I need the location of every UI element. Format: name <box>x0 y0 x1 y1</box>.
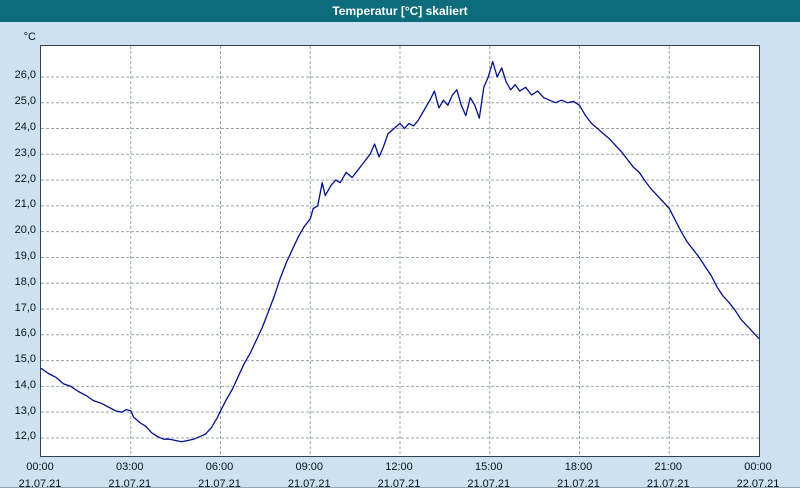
x-tick-time-label: 15:00 <box>474 461 503 473</box>
y-tick-label: 17,0 <box>14 301 36 314</box>
y-tick-label: 21,0 <box>14 198 36 211</box>
y-tick-label: 22,0 <box>14 172 36 185</box>
y-tick-label: 14,0 <box>14 378 36 391</box>
y-tick-label: 18,0 <box>14 275 36 288</box>
x-tick-time-label: 00:00 <box>744 461 772 473</box>
y-tick-label: 15,0 <box>14 353 36 366</box>
y-tick-label: 23,0 <box>14 146 36 159</box>
y-tick-label: 13,0 <box>14 404 36 417</box>
x-tick-time-label: 18:00 <box>564 461 593 473</box>
y-tick-label: 19,0 <box>14 249 36 262</box>
y-axis-unit-label: °C <box>23 31 36 43</box>
temperature-line <box>41 60 759 443</box>
y-tick-label: 12,0 <box>14 430 36 443</box>
y-tick-label: 20,0 <box>14 224 36 237</box>
y-tick-label: 16,0 <box>14 327 36 340</box>
x-tick-time-label: 06:00 <box>205 461 234 473</box>
bottom-panel <box>0 487 800 500</box>
chart-svg <box>41 46 759 456</box>
window-title: Temperatur [°C] skaliert <box>332 4 468 18</box>
x-tick-time-label: 21:00 <box>654 461 683 473</box>
y-tick-label: 26,0 <box>14 69 36 82</box>
y-tick-label: 24,0 <box>14 121 36 134</box>
x-tick-time-label: 12:00 <box>385 461 413 473</box>
title-bar: Temperatur [°C] skaliert <box>0 0 800 22</box>
x-tick-time-label: 00:00 <box>26 461 54 473</box>
x-tick-time-label: 09:00 <box>295 461 324 473</box>
x-tick-time-label: 03:00 <box>115 461 144 473</box>
y-tick-label: 25,0 <box>14 95 36 108</box>
plot-area[interactable] <box>40 45 760 457</box>
